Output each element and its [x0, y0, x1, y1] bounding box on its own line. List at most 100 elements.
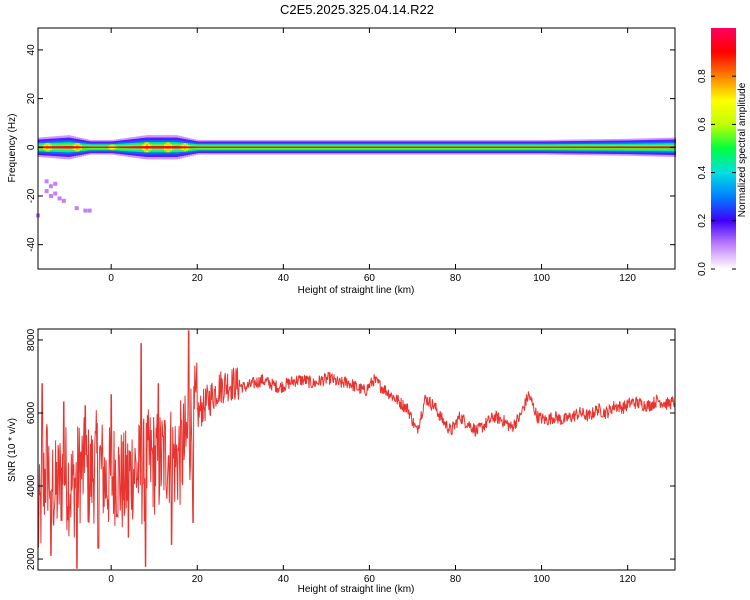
heatmap-cell	[268, 146, 270, 149]
heatmap-cell	[306, 146, 308, 149]
heatmap-cell	[62, 146, 64, 149]
heatmap-cell	[318, 146, 320, 149]
snr-y-axis-label: SNR (10 * v/v)	[7, 418, 18, 482]
heatmap-cell	[88, 146, 90, 149]
heatmap-cell	[478, 146, 480, 149]
heatmap-cell	[98, 146, 100, 149]
heatmap-cell	[642, 146, 644, 149]
heatmap-cell	[368, 146, 370, 149]
heatmap-cell	[518, 146, 520, 149]
heatmap-y-tick-label: 20	[26, 93, 37, 105]
heatmap-cell	[604, 146, 606, 149]
heatmap-cell	[550, 146, 552, 149]
heatmap-cell	[664, 146, 666, 149]
heatmap-cell	[316, 146, 318, 149]
page-title: C2E5.2025.325.04.14.R22	[280, 2, 434, 17]
heatmap-cell	[134, 146, 136, 149]
heatmap-cell	[378, 146, 380, 149]
heatmap-content	[36, 135, 676, 218]
heatmap-cell	[372, 146, 374, 149]
heatmap-cell	[298, 146, 300, 149]
heatmap-cell	[54, 146, 56, 149]
heatmap-cell	[460, 146, 462, 149]
heatmap-cell	[564, 146, 566, 149]
colorbar-tick-label: 0.0	[697, 262, 708, 276]
heatmap-cell	[296, 146, 298, 149]
heatmap-x-tick-label: 40	[278, 273, 290, 284]
heatmap-cell	[488, 146, 490, 149]
heatmap-cell	[652, 146, 654, 149]
heatmap-cell	[440, 146, 442, 149]
heatmap-cell	[330, 146, 332, 149]
heatmap-cell	[314, 146, 316, 149]
heatmap-cell	[356, 146, 358, 149]
heatmap-cell	[168, 146, 170, 149]
heatmap-cell	[624, 146, 626, 149]
heatmap-cell	[310, 146, 312, 149]
heatmap-cell	[86, 146, 88, 149]
heatmap-cell	[616, 146, 618, 149]
heatmap-cell	[76, 146, 78, 149]
heatmap-cell	[352, 146, 354, 149]
heatmap-y-tick-label: -40	[26, 237, 37, 252]
heatmap-cell	[434, 146, 436, 149]
colorbar-gradient	[711, 28, 736, 269]
heatmap-cell	[282, 146, 284, 149]
heatmap-cell	[294, 146, 296, 149]
heatmap-cell	[348, 146, 350, 149]
heatmap-cell	[382, 146, 384, 149]
heatmap-cell	[270, 146, 272, 149]
heatmap-cell	[500, 146, 502, 149]
heatmap-cell	[562, 146, 564, 149]
heatmap-cell	[594, 146, 596, 149]
heatmap-cell	[126, 146, 128, 149]
heatmap-cell	[72, 146, 74, 149]
heatmap-cell	[388, 146, 390, 149]
heatmap-cell	[458, 146, 460, 149]
heatmap-cell	[386, 146, 388, 149]
heatmap-cell	[234, 146, 236, 149]
heatmap-cell	[236, 146, 238, 149]
heatmap-cell	[448, 146, 450, 149]
heatmap-cell	[416, 146, 418, 149]
heatmap-cell	[480, 146, 482, 149]
snr-x-tick-label: 80	[450, 574, 462, 585]
heatmap-cell	[474, 146, 476, 149]
heatmap-cell	[112, 146, 114, 149]
heatmap-cell	[494, 146, 496, 149]
heatmap-cell	[366, 146, 368, 149]
heatmap-cell	[520, 146, 522, 149]
heatmap-cell	[202, 146, 204, 149]
heatmap-point	[87, 208, 92, 213]
heatmap-cell	[586, 146, 588, 149]
heatmap-cell	[60, 146, 62, 149]
heatmap-cell	[428, 146, 430, 149]
heatmap-cell	[576, 146, 578, 149]
heatmap-cell	[148, 146, 150, 149]
heatmap-cell	[212, 146, 214, 149]
heatmap-point	[53, 191, 58, 196]
heatmap-point	[48, 184, 53, 189]
spectrogram-panel: 0 20 40 60 80 100 120 -40 -20 0 20 40 Height of str…	[7, 27, 676, 296]
heatmap-cell	[286, 146, 288, 149]
colorbar-ticks: 0.0 0.2 0.4 0.6 0.8	[697, 69, 736, 276]
heatmap-cell	[220, 146, 222, 149]
heatmap-cell	[114, 146, 116, 149]
heatmap-cell	[280, 146, 282, 149]
heatmap-cell	[150, 146, 152, 149]
heatmap-cell	[182, 146, 184, 149]
heatmap-cell	[450, 146, 452, 149]
heatmap-cell	[544, 146, 546, 149]
heatmap-cell	[246, 146, 248, 149]
heatmap-cell	[184, 146, 186, 149]
heatmap-cell	[400, 146, 402, 149]
heatmap-cell	[466, 146, 468, 149]
heatmap-cell	[232, 146, 234, 149]
heatmap-cell	[152, 146, 154, 149]
heatmap-cell	[264, 146, 266, 149]
heatmap-cell	[532, 146, 534, 149]
heatmap-cell	[164, 146, 166, 149]
heatmap-cell	[492, 146, 494, 149]
heatmap-cell	[340, 146, 342, 149]
colorbar-tick-label: 0.4	[697, 165, 708, 179]
